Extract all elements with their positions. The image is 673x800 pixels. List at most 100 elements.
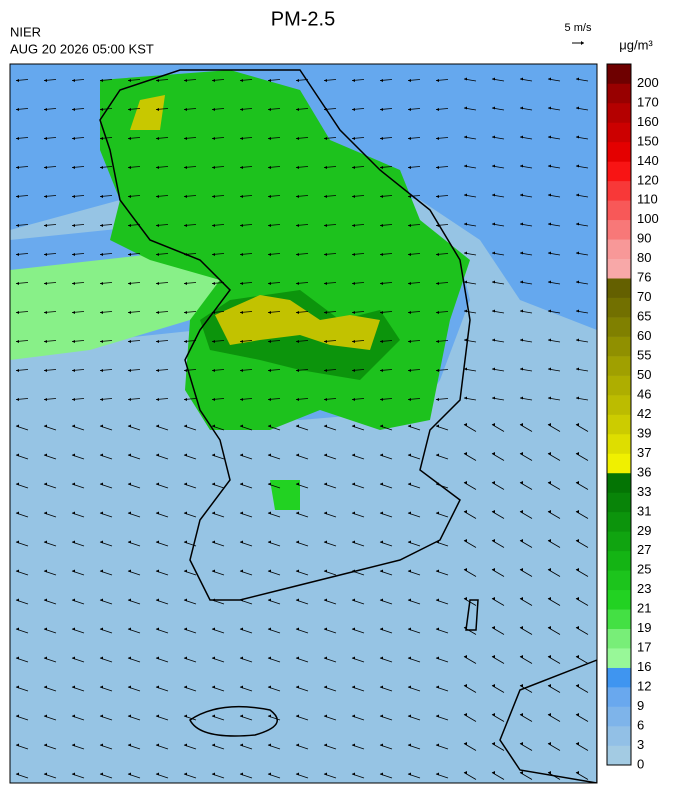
wind-arrow (547, 743, 561, 751)
wind-arrowhead (212, 714, 215, 718)
wind-arrowhead (184, 195, 187, 198)
wind-arrowhead (492, 367, 495, 371)
title: PM-2.5 (271, 8, 335, 30)
wind-arrowhead (212, 253, 215, 256)
wind-arrowhead (408, 714, 411, 718)
colorbar-segment (607, 472, 631, 493)
wind-arrowhead (44, 137, 47, 140)
wind-arrowhead (520, 713, 523, 716)
wind-arrowhead (44, 424, 47, 428)
wind-arrowhead (296, 282, 299, 285)
wind-arrowhead (436, 166, 439, 169)
wind-arrowhead (408, 482, 411, 486)
wind-arrowhead (464, 164, 467, 168)
wind-arrowhead (408, 79, 411, 82)
wind-arrowhead (156, 195, 159, 198)
wind-arrowhead (576, 771, 579, 774)
wind-arrowhead (352, 137, 355, 140)
colorbar-segment (607, 589, 631, 610)
wind-arrowhead (16, 311, 19, 314)
wind-arrowhead (240, 511, 243, 515)
wind-arrowhead (296, 772, 299, 776)
colorbar-segment (607, 161, 631, 182)
wind-arrowhead (492, 626, 495, 629)
colorbar-label: 29 (637, 523, 651, 538)
wind-arrowhead (492, 684, 495, 687)
wind-arrowhead (548, 309, 551, 313)
wind-arrowhead (436, 511, 439, 515)
colorbar-label: 55 (637, 348, 651, 363)
wind-arrowhead (44, 685, 47, 689)
wind-arrow (575, 685, 589, 693)
wind-arrowhead (520, 423, 523, 426)
wind-arrowhead (408, 772, 411, 776)
wind-arrowhead (436, 685, 439, 689)
wind-arrowhead (16, 137, 19, 140)
wind-arrowhead (296, 398, 299, 401)
wind-arrow (575, 569, 589, 577)
wind-arrowhead (520, 510, 523, 513)
wind-arrowhead (520, 655, 523, 658)
colorbar-segment (607, 122, 631, 143)
wind-arrowhead (268, 511, 271, 515)
colorbar-label: 200 (637, 75, 659, 90)
wind-arrowhead (352, 569, 355, 573)
wind-arrowhead (464, 77, 467, 81)
wind-arrowhead (44, 340, 47, 343)
wind-arrowhead (520, 193, 523, 197)
wind-arrowhead (240, 453, 243, 457)
wind-arrowhead (184, 108, 187, 111)
wind-arrowhead (548, 367, 551, 371)
wind-arrowhead (352, 340, 355, 343)
wind-arrow (575, 714, 589, 722)
wind-arrowhead (212, 398, 215, 401)
wind-arrowhead (268, 424, 271, 428)
wind-arrowhead (464, 251, 467, 255)
wind-arrow (519, 569, 533, 577)
colorbar-segment (607, 531, 631, 552)
wind-arrowhead (296, 79, 299, 82)
area (215, 295, 380, 350)
wind-arrow (463, 511, 477, 519)
wind-arrowhead (548, 452, 551, 455)
wind-arrowhead (240, 369, 243, 372)
wind-arrowhead (436, 369, 439, 372)
wind-arrowhead (44, 282, 47, 285)
wind-arrowhead (212, 453, 215, 457)
wind-arrowhead (184, 311, 187, 314)
colorbar-segment (607, 297, 631, 318)
colorbar-segment (607, 102, 631, 123)
wind-arrowhead (72, 511, 75, 515)
wind-arrowhead (128, 398, 131, 401)
colorbar-segment (607, 278, 631, 298)
wind-arrowhead (268, 369, 271, 372)
wind-arrowhead (520, 280, 523, 284)
wind-arrow (547, 685, 561, 693)
wind-arrowhead (128, 743, 131, 747)
wind-arrowhead (16, 79, 19, 82)
colorbar-segment (607, 141, 631, 162)
wind-arrowhead (492, 539, 495, 542)
wind-arrowhead (128, 482, 131, 486)
colorbar-label: 100 (637, 211, 659, 226)
wind-arrow (491, 540, 505, 548)
wind-arrowhead (492, 597, 495, 600)
wind-arrowhead (352, 627, 355, 631)
wind-arrowhead (324, 340, 327, 343)
wind-arrowhead (436, 282, 439, 285)
wind-arrowhead (44, 656, 47, 660)
wind-arrowhead (464, 481, 467, 484)
wind-arrowhead (576, 568, 579, 571)
wind-arrowhead (324, 224, 327, 227)
wind-arrowhead (352, 685, 355, 689)
wind-arrowhead (156, 253, 159, 256)
wind-arrowhead (548, 771, 551, 774)
wind-arrowhead (100, 108, 103, 111)
wind-arrow (463, 598, 477, 606)
wind-arrowhead (520, 309, 523, 313)
wind-arrowhead (324, 195, 327, 198)
colorbar: 0369121617192123252729313336373942465055… (606, 63, 659, 771)
wind-arrowhead (268, 598, 271, 602)
wind-arrowhead (72, 772, 75, 776)
wind-arrowhead (268, 569, 271, 573)
